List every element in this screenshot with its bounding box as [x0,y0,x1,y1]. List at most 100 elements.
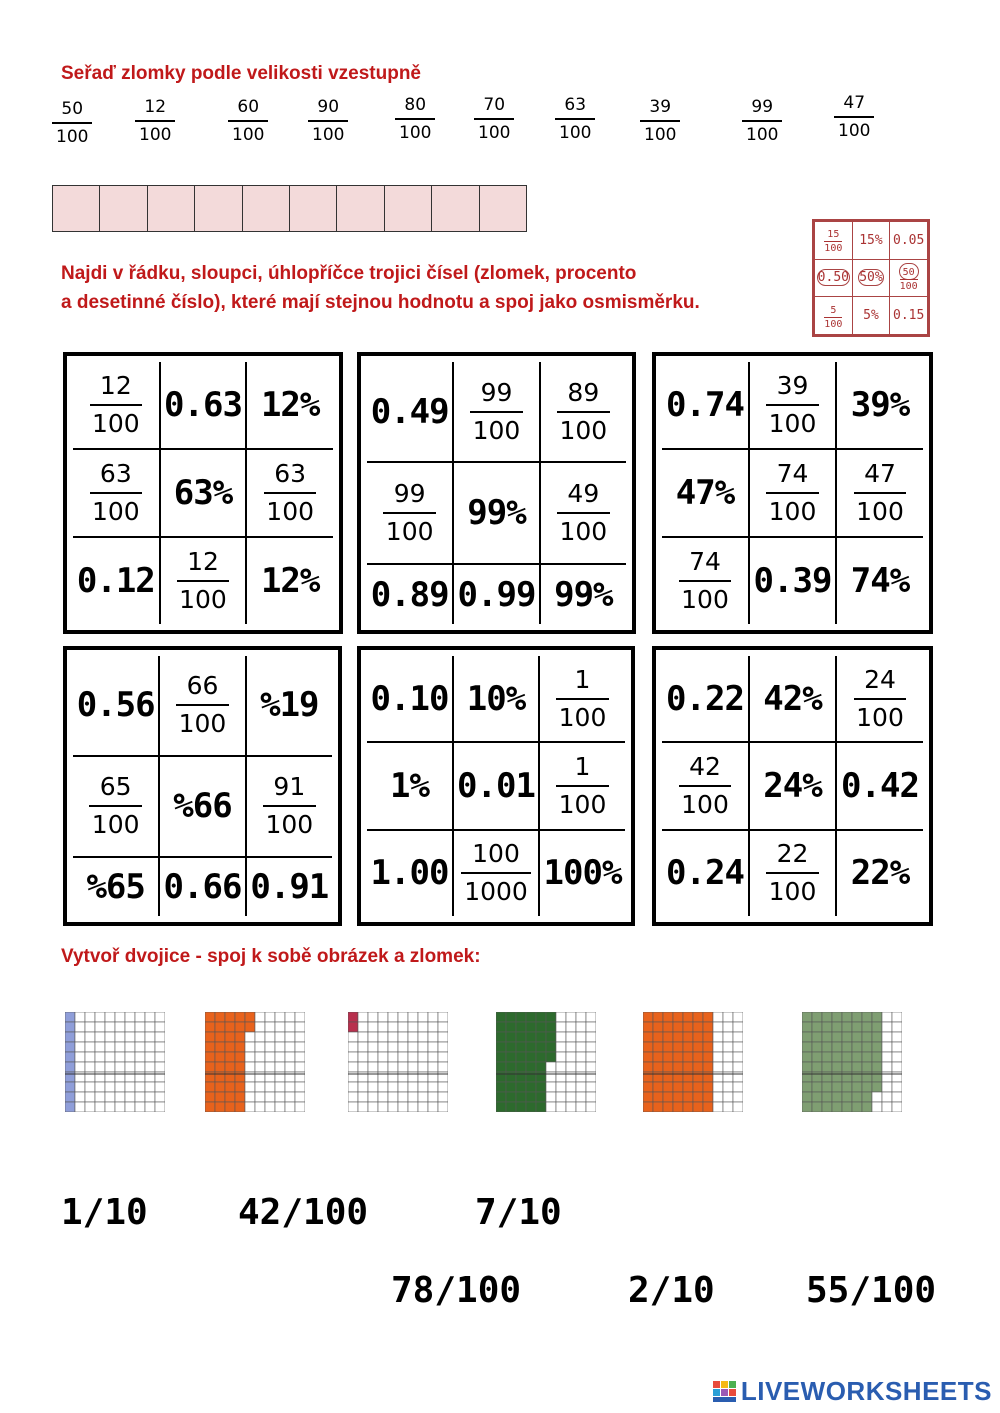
answer-cell[interactable] [195,186,243,231]
grid-cell[interactable]: 99% [538,563,626,624]
grid-picture-2[interactable] [205,1012,305,1112]
fraction-item[interactable]: 99 100 [742,96,783,146]
grid-cell[interactable]: 0.99 [452,563,541,624]
grid-picture-6[interactable] [802,1012,902,1112]
grid-cell[interactable]: 0.74 [662,362,750,450]
grid-cell[interactable]: 100 1000 [452,828,540,916]
fraction-item[interactable]: 60 100 [228,96,269,146]
grid-cell[interactable]: 0.66 [158,855,247,916]
fraction-numerator: 63 [99,458,132,488]
fraction-item[interactable]: 50 100 [52,98,93,148]
grid-cell[interactable]: 1 100 [538,656,625,744]
fraction-item[interactable]: 47 100 [834,92,875,142]
answer-cell[interactable] [243,186,291,231]
grid-cell[interactable]: 0.56 [73,656,161,757]
grid-cell[interactable]: 10% [452,656,540,744]
grid-square [94,1021,106,1033]
fraction-item[interactable]: 70 100 [474,94,515,144]
grid-cell[interactable]: 12 100 [158,536,248,624]
grid-cell[interactable]: 1.00 [367,828,454,916]
grid-cell[interactable]: 12 100 [73,362,161,450]
grid-cell[interactable]: 47 100 [835,447,923,539]
fraction-item[interactable]: 39 100 [640,96,681,146]
fraction-option[interactable]: 42/100 [238,1192,369,1233]
fraction-option[interactable]: 7/10 [475,1192,562,1233]
grid-cell[interactable]: 0.01 [452,741,540,831]
answer-cell[interactable] [385,186,433,231]
grid-cell[interactable]: 24 100 [835,656,923,744]
grid-cell[interactable]: 99 100 [452,362,541,464]
fraction-bar [263,805,316,808]
grid-cell[interactable]: 1 100 [538,741,625,831]
fraction-denominator: 100 [91,496,140,526]
fraction-item[interactable]: 90 100 [308,96,349,146]
fraction-option[interactable]: 2/10 [628,1270,715,1311]
grid-cell[interactable]: %65 [73,855,161,916]
grid-cell[interactable]: %66 [158,754,247,858]
answer-cell[interactable] [100,186,148,231]
example-highlight: 50 100 [898,262,919,292]
grid-cell[interactable]: 22 100 [748,828,837,916]
grid-cell[interactable]: 100% [538,828,625,916]
grid-square [144,1101,156,1112]
grid-square [525,1031,537,1043]
grid-cell[interactable]: 39% [835,362,923,450]
grid-cell[interactable]: 1% [367,741,454,831]
fraction-option[interactable]: 1/10 [61,1192,148,1233]
grid-cell[interactable]: 63% [158,447,248,539]
answer-cell[interactable] [337,186,385,231]
grid-picture-5[interactable] [643,1012,743,1112]
grid-cell[interactable]: 0.42 [835,741,923,831]
grid-cell[interactable]: 42 100 [662,741,750,831]
grid-cell[interactable]: %19 [244,656,332,757]
cell-value: 0.12 [76,561,156,602]
grid-cell[interactable]: 0.12 [73,536,161,624]
fraction-item[interactable]: 80 100 [395,94,436,144]
grid-cell[interactable]: 74 100 [662,536,750,624]
answer-cell[interactable] [290,186,338,231]
grid-picture-3[interactable] [348,1012,448,1112]
grid-cell[interactable]: 0.10 [367,656,454,744]
grid-cell[interactable]: 0.91 [244,855,332,916]
grid-cell[interactable]: 42% [748,656,837,744]
grid-square [535,1051,547,1063]
fraction-item[interactable]: 12 100 [135,96,176,146]
grid-cell[interactable]: 22% [835,828,923,916]
answer-cell[interactable] [480,186,526,231]
grid-cell[interactable]: 47% [662,447,750,539]
grid-cell[interactable]: 74 100 [748,447,837,539]
fraction-option[interactable]: 55/100 [806,1270,937,1311]
cell-fraction: 91 100 [263,772,316,840]
fraction-item[interactable]: 63 100 [555,94,596,144]
grid-cell[interactable]: 0.24 [662,828,750,916]
grid-cell[interactable]: 89 100 [538,362,626,464]
grid-cell[interactable]: 99% [452,461,541,566]
grid-picture-4[interactable] [496,1012,596,1112]
grid-cell[interactable]: 0.39 [748,536,837,624]
grid-cell[interactable]: 65 100 [73,754,161,858]
grid-cell[interactable]: 12% [245,536,333,624]
grid-cell[interactable]: 63 100 [245,447,333,539]
answer-cell[interactable] [53,186,101,231]
grid-square [254,1021,266,1033]
fraction-option[interactable]: 78/100 [391,1270,522,1311]
grid-square [535,1041,547,1053]
grid-cell[interactable]: 66 100 [158,656,247,757]
grid-cell[interactable]: 0.22 [662,656,750,744]
grid-cell[interactable]: 0.89 [367,563,455,624]
grid-cell[interactable]: 74% [835,536,923,624]
answer-cell[interactable] [432,186,480,231]
grid-cell[interactable]: 91 100 [244,754,332,858]
answer-cell[interactable] [148,186,196,231]
grid-cell[interactable]: 0.63 [158,362,248,450]
grid-cell[interactable]: 24% [748,741,837,831]
grid-cell[interactable]: 39 100 [748,362,837,450]
grid-cell[interactable]: 12% [245,362,333,450]
grid-square [672,1012,684,1023]
fraction-bar [555,118,596,120]
grid-cell[interactable]: 99 100 [367,461,455,566]
grid-picture-1[interactable] [65,1012,165,1112]
grid-cell[interactable]: 49 100 [538,461,626,566]
grid-cell[interactable]: 0.49 [367,362,455,464]
grid-cell[interactable]: 63 100 [73,447,161,539]
